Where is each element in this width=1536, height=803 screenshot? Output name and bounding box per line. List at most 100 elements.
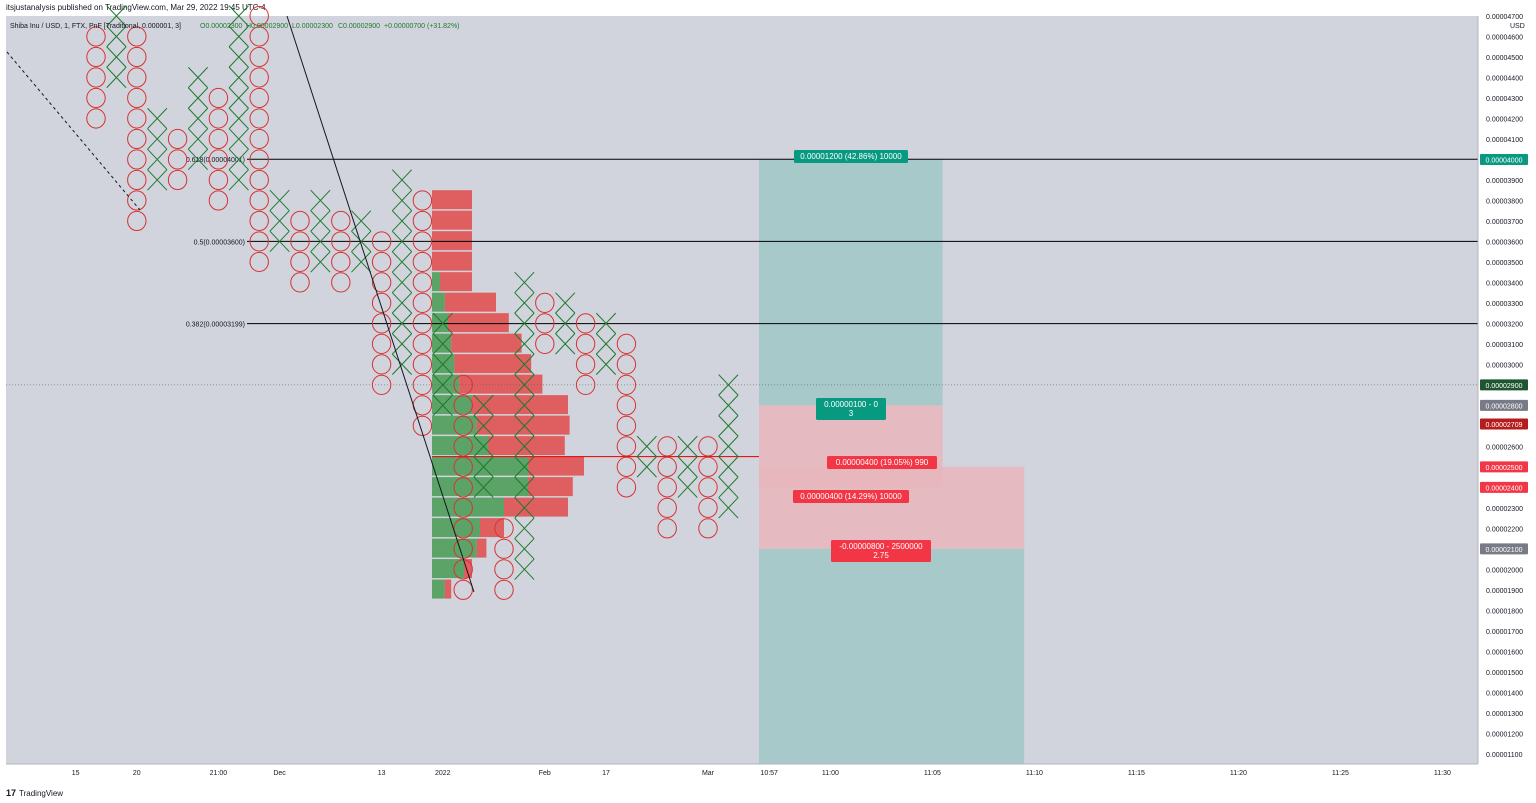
o-box (453, 395, 473, 416)
x-box (514, 415, 535, 437)
pnf-columns (86, 5, 739, 600)
o-box (167, 149, 188, 170)
x-box (147, 169, 168, 191)
vp-up-bar (432, 579, 445, 599)
symbol-legend: Shiba Inu / USD, 1, FTX, PnF [Traditiona… (10, 23, 460, 30)
price-tick: 0.00002600 (1486, 444, 1523, 451)
o-box (535, 313, 555, 334)
x-box (228, 66, 249, 89)
price-tick: 0.00002300 (1486, 506, 1523, 513)
o-box (249, 149, 269, 170)
o-box (535, 292, 555, 314)
o-box (331, 251, 351, 273)
price-tag-text: 0.00004000 (1486, 157, 1523, 164)
x-box (473, 415, 494, 437)
price-tag-text: 0.00002800 (1486, 403, 1523, 410)
x-box (636, 435, 657, 457)
o-box (127, 67, 147, 88)
x-box (595, 312, 617, 334)
vp-down-bar (454, 354, 532, 374)
o-box (453, 579, 473, 600)
vp-down-bar (448, 313, 509, 333)
x-box (432, 394, 453, 416)
bottom-label-text: -0.00000800 - 2500000 (839, 542, 923, 551)
price-tag-box (1480, 481, 1528, 493)
legend-low: L0.00002300 (292, 23, 333, 30)
o-box (86, 87, 106, 109)
time-tick: 15 (72, 770, 80, 777)
x-box (269, 230, 290, 253)
o-box (494, 538, 514, 559)
price-tick: 0.00002200 (1486, 526, 1523, 533)
o-box (575, 313, 596, 334)
o-box (249, 67, 269, 88)
o-box (127, 26, 147, 47)
x-box (514, 312, 535, 334)
x-box (187, 107, 209, 130)
x-box (106, 25, 127, 48)
x-box (473, 476, 494, 498)
time-tick: Dec (273, 770, 286, 777)
x-box (514, 271, 535, 294)
vp-down-bar (488, 436, 565, 456)
o-box (412, 251, 433, 273)
x-box (391, 251, 413, 273)
o-box (698, 518, 718, 539)
price-tags: 0.00004000 0.00002900 0.00002800 0.00002709… (1480, 153, 1528, 555)
price-tag-text: 0.00002400 (1486, 485, 1523, 492)
o-box (208, 128, 229, 150)
price-tick: 0.00004400 (1486, 75, 1523, 82)
o-box (167, 169, 188, 191)
x-box (514, 476, 535, 498)
target-zone-2 (759, 548, 1025, 764)
o-box (127, 210, 147, 232)
x-box (228, 128, 249, 150)
legend-change: +0.00000700 (+31.82%) (384, 23, 460, 30)
o-box (657, 456, 677, 477)
x-box (228, 107, 249, 130)
o-box (657, 518, 677, 539)
time-tick: 20 (133, 770, 141, 777)
trend-lines[interactable] (6, 15, 475, 593)
x-box (718, 374, 739, 396)
o-box (412, 272, 433, 293)
vp-up-bar (432, 292, 445, 312)
o-box (616, 333, 637, 354)
vp-down-bar (432, 251, 472, 271)
price-tick: 0.00001700 (1486, 629, 1523, 636)
x-box (228, 148, 249, 171)
legend-symbol[interactable]: Shiba Inu / USD, 1, FTX, PnF [Traditiona… (10, 23, 181, 30)
o-box (331, 210, 351, 232)
o-box (290, 231, 310, 252)
fib-label: 0.382(0.00003199) (186, 322, 245, 329)
price-tick: 0.00003200 (1486, 321, 1523, 328)
o-box (127, 46, 147, 68)
time-axis[interactable]: 15 20 21:00 Dec 13 2022 Feb 17 Mar 10:57 11:00 11:0… (6, 763, 1478, 785)
o-box (657, 436, 677, 457)
o-box (698, 497, 718, 518)
o-box (453, 436, 473, 457)
o-box (575, 354, 596, 375)
vp-up-bar (432, 497, 504, 517)
x-box (514, 394, 535, 416)
target-label-box (794, 150, 908, 163)
price-tag-text: 0.00002500 (1486, 465, 1523, 472)
time-tick: 21:00 (210, 770, 228, 777)
o-box (249, 231, 269, 252)
tradingview-logo[interactable]: 17 TradingView (6, 788, 63, 798)
o-box (371, 333, 392, 354)
target-zone (759, 159, 943, 406)
x-box (514, 292, 535, 314)
x-box (514, 517, 535, 539)
x-box (391, 271, 413, 294)
tradingview-logo-icon: 17 (6, 788, 17, 798)
price-tag-box (1480, 399, 1528, 411)
x-box (269, 210, 290, 232)
vp-down-bar (472, 395, 568, 415)
o-box (249, 128, 269, 150)
x-box (473, 435, 494, 457)
x-box (228, 25, 249, 48)
time-tick: 10:57 (760, 770, 778, 777)
o-box (208, 169, 229, 191)
